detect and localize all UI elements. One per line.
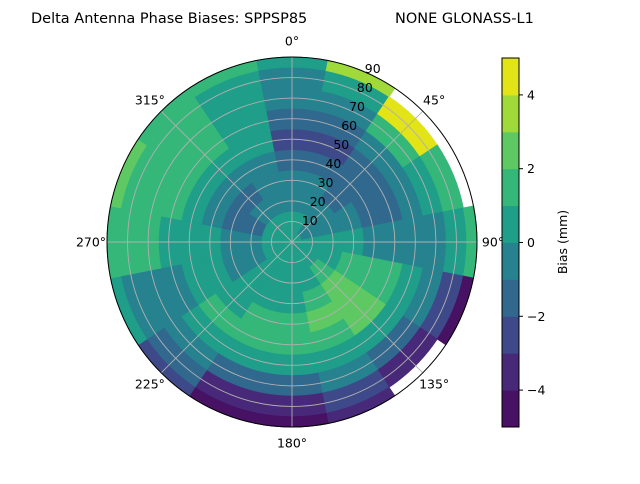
angle-tick-label: 270° [76,235,106,250]
angle-tick-label: 315° [135,92,165,107]
angle-tick-label: 225° [135,377,165,392]
colorbar-band [502,316,519,354]
angle-tick-label: 90° [482,235,504,250]
colorbar-tick-label: 4 [527,87,535,102]
colorbar: 4 2 0 −2 −4 [501,57,545,428]
radial-tick-labels: 10 20 30 40 50 60 70 80 90 [302,61,381,228]
radial-tick-label: 70 [349,99,365,114]
colorbar-band [502,94,519,133]
polar-frame [106,56,478,428]
radial-tick-label: 20 [310,194,326,209]
colorbar-band [502,168,519,207]
colorbar-tick-label: 2 [527,161,535,176]
angle-tick-label: 135° [419,377,449,392]
angle-tick-label: 45° [423,92,445,107]
contour-fill [106,56,478,428]
colorbar-band [502,353,519,391]
colorbar-band [502,390,519,428]
angle-tick-label: 0° [285,34,299,49]
colorbar-band [502,242,519,280]
grid-spoke [160,110,424,374]
radial-tick-label: 90 [365,61,381,76]
radial-tick-label: 40 [325,156,341,171]
radial-tick-label: 50 [333,137,349,152]
chart-title-left: Delta Antenna Phase Biases: SPPSP85 [31,11,307,27]
colorbar-label: Bias (mm) [555,210,570,274]
angle-tick-label: 180° [277,436,307,451]
colorbar-band [502,279,519,317]
radial-tick-label: 60 [341,118,357,133]
colorbar-band [502,58,519,96]
colorbar-tick-label: 0 [527,235,535,250]
angle-tick-labels: 0° 45° 90° 135° 180° 225° 270° 315° [76,34,504,451]
radial-tick-label: 80 [357,80,373,95]
colorbar-band [502,131,519,170]
radial-tick-label: 10 [302,213,318,228]
colorbar-tick-label: −2 [527,309,545,324]
polar-grid [107,57,477,427]
radial-tick-label: 30 [318,175,334,190]
chart-title-right: NONE GLONASS-L1 [395,11,534,27]
colorbar-band [502,205,519,243]
colorbar-tick-label: −4 [527,383,545,398]
